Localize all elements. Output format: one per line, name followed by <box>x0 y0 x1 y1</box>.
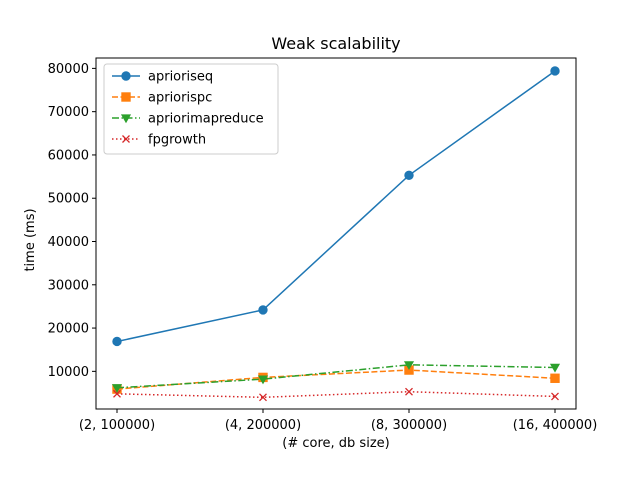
x-tick-label: (16, 400000) <box>513 418 598 433</box>
plot-area: 10000 20000 30000 40000 50000 60000 70000 80000… <box>48 57 598 433</box>
legend-label: apriorimapreduce <box>148 112 264 127</box>
legend-label: aprioriseq <box>148 70 213 85</box>
data-point <box>112 336 122 347</box>
x-tick-label: (4, 200000) <box>225 418 301 433</box>
data-point <box>403 361 415 371</box>
legend-marker <box>121 92 131 102</box>
data-point <box>258 305 268 315</box>
legend-label: apriorispc <box>148 91 212 106</box>
legend-marker <box>121 71 131 81</box>
data-point <box>551 392 559 401</box>
legend-label: fpgrowth <box>148 133 206 148</box>
y-tick-label: 50000 <box>48 192 89 207</box>
legend-item: apriorispc <box>112 91 212 106</box>
legend-item: apriorimapreduce <box>112 112 264 127</box>
y-tick-label: 80000 <box>48 62 89 77</box>
series-line <box>116 70 556 343</box>
legend-item: aprioriseq <box>112 70 213 85</box>
y-tick-label: 70000 <box>48 105 89 120</box>
y-tick-label: 40000 <box>48 235 89 250</box>
data-point <box>404 170 414 180</box>
series-aprioriseq <box>112 66 560 347</box>
data-point <box>549 363 561 373</box>
data-point <box>405 387 413 396</box>
x-axis-label: (# core, db size) <box>282 436 389 451</box>
data-point <box>550 373 560 383</box>
data-point <box>113 389 121 398</box>
data-point <box>259 393 267 402</box>
x-tick-label: (2, 100000) <box>79 418 155 433</box>
y-tick-label: 30000 <box>48 278 89 293</box>
data-point <box>257 375 269 385</box>
legend-item: fpgrowth <box>112 133 206 148</box>
series-fpgrowth <box>113 387 559 402</box>
y-tick-label: 20000 <box>48 322 89 337</box>
legend-marker <box>120 114 132 124</box>
y-tick-label: 10000 <box>48 365 89 380</box>
data-point <box>111 384 123 394</box>
axes-frame <box>95 57 577 410</box>
legend-box <box>103 63 279 155</box>
series-apriorimapreduce <box>111 361 561 394</box>
data-point <box>550 66 560 76</box>
x-tick-label: (8, 300000) <box>371 418 447 433</box>
y-tick-label: 60000 <box>48 148 89 163</box>
series-line <box>116 390 556 399</box>
series-line <box>116 364 556 389</box>
legend: aprioriseq apriorispc apriorimapreduce fpgr… <box>103 63 279 155</box>
legend-marker <box>122 135 130 143</box>
chart-title: Weak scalability <box>271 34 400 53</box>
y-axis-label: time (ms) <box>23 208 38 271</box>
